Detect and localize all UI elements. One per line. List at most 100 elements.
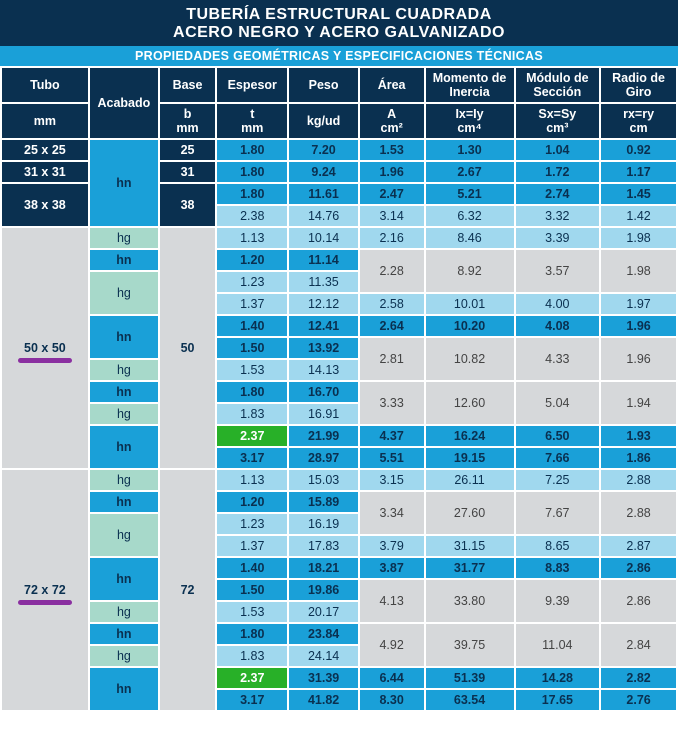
cell: 5.04 <box>515 381 601 425</box>
h-acm: Acm² <box>359 103 425 139</box>
cell: 1.42 <box>600 205 677 227</box>
cell: 3.17 <box>216 447 288 469</box>
h-sx: Sx=Sycm³ <box>515 103 601 139</box>
cell: 12.60 <box>425 381 515 425</box>
acab: hg <box>89 645 159 667</box>
acab: hg <box>89 513 159 557</box>
acab: hn <box>89 425 159 469</box>
cell: 3.32 <box>515 205 601 227</box>
h-t: tmm <box>216 103 288 139</box>
cell: 1.80 <box>216 161 288 183</box>
header-row1: Tubo Acabado Base Espesor Peso Área Mome… <box>1 67 677 103</box>
title-line2: ACERO NEGRO Y ACERO GALVANIZADO <box>0 24 678 42</box>
cell: 16.24 <box>425 425 515 447</box>
cell: 2.88 <box>600 469 677 491</box>
acab: hn <box>89 315 159 359</box>
cell: 10.82 <box>425 337 515 381</box>
acab: hg <box>89 359 159 381</box>
cell: 2.88 <box>600 491 677 535</box>
cell-highlight: 2.37 <box>216 667 288 689</box>
cell: 8.92 <box>425 249 515 293</box>
tubo-50: 50 x 50 <box>1 227 89 469</box>
cell: 13.92 <box>288 337 358 359</box>
b-50: 50 <box>159 227 216 469</box>
cell: 3.57 <box>515 249 601 293</box>
cell: 11.14 <box>288 249 358 271</box>
cell: 1.97 <box>600 293 677 315</box>
cell: 14.13 <box>288 359 358 381</box>
cell: 0.92 <box>600 139 677 161</box>
row-72-1: 72 x 72 hg 72 1.13 15.03 3.15 26.11 7.25… <box>1 469 677 491</box>
row-72-5: hn 1.40 18.21 3.87 31.77 8.83 2.86 <box>1 557 677 579</box>
cell: 3.14 <box>359 205 425 227</box>
cell: 1.53 <box>216 601 288 623</box>
h-rx: rx=rycm <box>600 103 677 139</box>
cell: 2.16 <box>359 227 425 249</box>
cell: 1.98 <box>600 249 677 293</box>
row-72-10: hn 2.37 31.39 6.44 51.39 14.28 2.82 <box>1 667 677 689</box>
cell: 33.80 <box>425 579 515 623</box>
cell: 26.11 <box>425 469 515 491</box>
h-modulo: Módulo de Sección <box>515 67 601 103</box>
cell: 2.28 <box>359 249 425 293</box>
cell-highlight: 2.37 <box>216 425 288 447</box>
cell: 1.96 <box>600 315 677 337</box>
cell: 8.65 <box>515 535 601 557</box>
cell: 1.13 <box>216 227 288 249</box>
cell: 2.67 <box>425 161 515 183</box>
cell: 7.20 <box>288 139 358 161</box>
tubo-31: 31 x 31 <box>1 161 89 183</box>
cell: 31.15 <box>425 535 515 557</box>
cell: 5.21 <box>425 183 515 205</box>
row-72-2: hn 1.20 15.89 3.34 27.60 7.67 2.88 <box>1 491 677 513</box>
cell: 16.91 <box>288 403 358 425</box>
cell: 2.58 <box>359 293 425 315</box>
cell: 1.40 <box>216 557 288 579</box>
cell: 12.12 <box>288 293 358 315</box>
cell: 11.61 <box>288 183 358 205</box>
cell: 63.54 <box>425 689 515 711</box>
cell: 24.14 <box>288 645 358 667</box>
subtitle: PROPIEDADES GEOMÉTRICAS Y ESPECIFICACION… <box>0 46 678 66</box>
cell: 7.67 <box>515 491 601 535</box>
cell: 1.20 <box>216 491 288 513</box>
acab: hg <box>89 271 159 315</box>
cell: 11.04 <box>515 623 601 667</box>
spec-table: Tubo Acabado Base Espesor Peso Área Mome… <box>0 66 678 712</box>
row-50-10: hn 2.37 21.99 4.37 16.24 6.50 1.93 <box>1 425 677 447</box>
acab: hn <box>89 491 159 513</box>
cell: 16.70 <box>288 381 358 403</box>
cell: 17.65 <box>515 689 601 711</box>
cell: 2.86 <box>600 579 677 623</box>
highlight-mark <box>18 600 72 605</box>
cell: 1.50 <box>216 337 288 359</box>
acab: hn <box>89 623 159 645</box>
cell: 1.83 <box>216 645 288 667</box>
row-72-8: hn 1.80 23.84 4.92 39.75 11.04 2.84 <box>1 623 677 645</box>
cell: 1.50 <box>216 579 288 601</box>
cell: 23.84 <box>288 623 358 645</box>
cell: 2.47 <box>359 183 425 205</box>
h-acabado: Acabado <box>89 67 159 139</box>
h-ix: Ix=Iycm⁴ <box>425 103 515 139</box>
row-50-5: hn 1.40 12.41 2.64 10.20 4.08 1.96 <box>1 315 677 337</box>
acab: hg <box>89 601 159 623</box>
highlight-mark <box>18 358 72 363</box>
b-72: 72 <box>159 469 216 711</box>
cell: 1.80 <box>216 183 288 205</box>
cell: 7.66 <box>515 447 601 469</box>
cell: 3.34 <box>359 491 425 535</box>
cell: 14.28 <box>515 667 601 689</box>
cell: 4.33 <box>515 337 601 381</box>
cell: 2.38 <box>216 205 288 227</box>
tubo-72-label: 72 x 72 <box>24 583 66 597</box>
cell: 1.98 <box>600 227 677 249</box>
row-25: 25 x 25 hn 25 1.80 7.20 1.53 1.30 1.04 0… <box>1 139 677 161</box>
cell: 12.41 <box>288 315 358 337</box>
tubo-38: 38 x 38 <box>1 183 89 227</box>
cell: 1.40 <box>216 315 288 337</box>
cell: 19.15 <box>425 447 515 469</box>
cell: 51.39 <box>425 667 515 689</box>
cell: 10.20 <box>425 315 515 337</box>
cell: 1.53 <box>216 359 288 381</box>
